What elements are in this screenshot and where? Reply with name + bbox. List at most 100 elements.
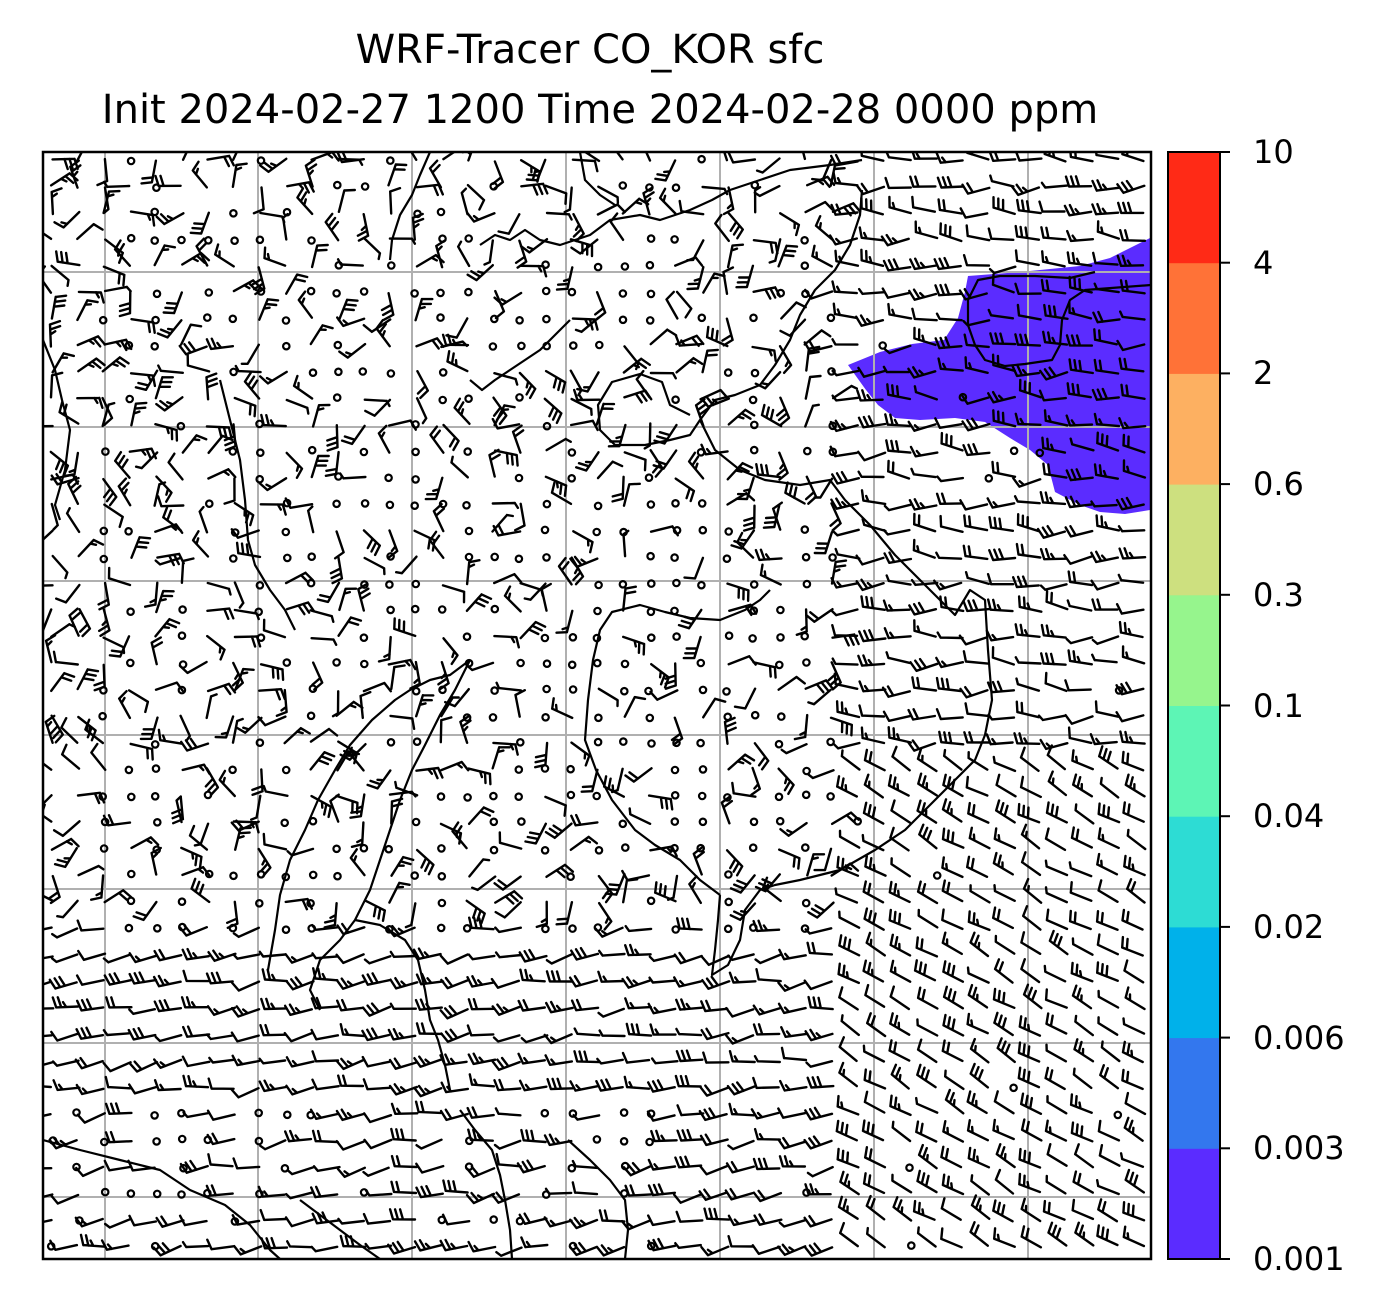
calm-wind-marker [306, 578, 316, 588]
wind-barb [969, 1221, 989, 1247]
wind-barb [966, 855, 989, 878]
wind-barb [991, 353, 1016, 372]
wind-barb [61, 743, 81, 770]
wind-barb [838, 1036, 858, 1063]
wind-barb [969, 931, 990, 958]
wind-barb [723, 716, 737, 745]
wind-barb [994, 934, 1016, 955]
wind-barb [180, 846, 203, 869]
wind-barb [940, 1227, 963, 1249]
wind-barb [727, 152, 757, 164]
wind-barb [727, 753, 756, 771]
wind-barb [892, 1196, 913, 1222]
wind-barb [50, 1193, 80, 1205]
wind-barb [292, 374, 314, 400]
calm-wind-marker [72, 1108, 81, 1117]
calm-wind-marker [127, 792, 136, 802]
wind-barb [394, 780, 419, 797]
calm-wind-marker [98, 711, 107, 721]
wind-barb [1118, 417, 1147, 430]
calm-wind-marker [384, 844, 394, 854]
wind-barb [514, 689, 526, 718]
calm-wind-marker [280, 1164, 290, 1173]
wind-barb [1072, 773, 1094, 798]
calm-wind-marker [749, 817, 759, 827]
wind-barb [915, 1120, 938, 1143]
calm-wind-marker [177, 897, 187, 907]
calm-wind-marker [126, 156, 136, 166]
wind-barb [155, 589, 175, 614]
wind-barb [836, 775, 858, 798]
calm-wind-marker [776, 633, 785, 642]
wind-barb [752, 1004, 782, 1016]
wind-barb [622, 585, 637, 612]
wind-barb [857, 287, 886, 295]
wind-barb [913, 385, 938, 401]
wind-barb [43, 231, 53, 240]
wind-barb [961, 182, 991, 195]
wind-barb [596, 1244, 626, 1257]
calm-wind-marker [541, 260, 550, 270]
wind-barb [114, 451, 131, 479]
wind-barb [285, 1056, 315, 1068]
wind-barb [911, 676, 938, 692]
wind-barb [1011, 364, 1040, 378]
wind-barb [830, 203, 859, 216]
wind-barb [625, 1022, 653, 1037]
wind-barb [856, 389, 884, 402]
calm-wind-marker [749, 420, 759, 430]
wind-barb [493, 573, 523, 585]
calm-wind-marker [620, 262, 630, 271]
wind-barb [793, 713, 809, 741]
wind-barb [442, 1179, 469, 1194]
wind-barb [832, 528, 860, 537]
wind-barb [258, 298, 280, 321]
wind-barb [571, 1159, 599, 1170]
wind-barb [178, 660, 208, 675]
wind-barb [43, 1113, 52, 1118]
calm-wind-marker [384, 473, 393, 483]
wind-barb [622, 635, 646, 656]
calm-wind-marker [593, 606, 602, 616]
calm-wind-marker [462, 923, 472, 933]
wind-barb [670, 716, 684, 746]
calm-wind-marker [645, 1137, 654, 1147]
wind-barb [966, 1012, 989, 1035]
wind-barb [43, 584, 54, 587]
wind-barb [503, 585, 522, 613]
wind-barb [572, 1114, 601, 1121]
wind-barb [363, 955, 392, 965]
calm-wind-marker [333, 340, 343, 350]
calm-wind-marker [722, 554, 732, 564]
wind-barb [113, 239, 131, 267]
wind-barb [913, 512, 937, 533]
calm-wind-marker [332, 180, 342, 190]
wind-barb [885, 574, 912, 586]
wind-barb [467, 953, 496, 961]
wind-barb [357, 582, 371, 612]
wind-barb [310, 243, 329, 269]
wind-barb [942, 960, 965, 983]
wind-barb [991, 646, 1015, 666]
colorbar-segment [1168, 262, 1220, 374]
wind-barb [451, 821, 468, 850]
wind-barb [214, 715, 235, 739]
calm-wind-marker [488, 713, 498, 722]
wind-barb [941, 827, 965, 849]
wind-barb [1014, 224, 1041, 241]
calm-wind-marker [358, 367, 368, 376]
wind-barb [102, 1061, 132, 1073]
wind-barb [76, 299, 99, 322]
wind-barb [755, 157, 781, 174]
wind-barb [389, 186, 402, 215]
wind-barb [940, 1197, 962, 1221]
wind-barb [940, 1145, 963, 1169]
calm-wind-marker [462, 713, 472, 722]
colorbar-tick-label: 10 [1253, 133, 1294, 171]
calm-wind-marker [385, 500, 395, 510]
wind-barb [832, 302, 858, 320]
wind-barb [285, 451, 304, 479]
wind-barb [831, 394, 860, 402]
wind-barb [441, 1213, 471, 1226]
wind-barb [387, 1028, 417, 1041]
